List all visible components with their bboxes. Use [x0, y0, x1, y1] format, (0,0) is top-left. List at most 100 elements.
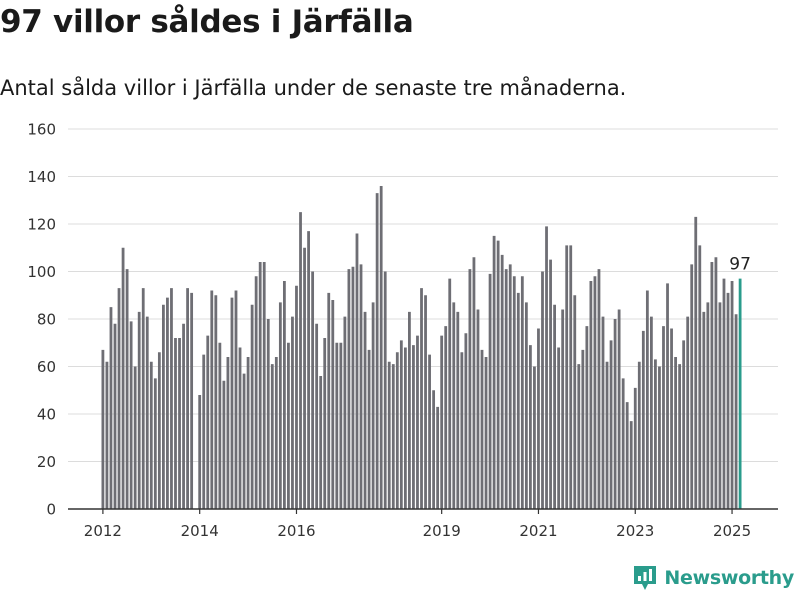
- bar: [524, 302, 528, 509]
- bar: [258, 262, 262, 509]
- bar: [694, 216, 698, 510]
- bar: [206, 335, 210, 510]
- bar: [355, 233, 359, 509]
- bar: [399, 340, 403, 510]
- highlight-bar: [738, 278, 742, 509]
- bar: [541, 271, 544, 509]
- bar: [101, 349, 105, 510]
- bar: [658, 366, 661, 509]
- bar: [270, 364, 274, 510]
- bar: [287, 342, 290, 509]
- bar: [444, 326, 448, 510]
- bar: [605, 361, 609, 509]
- bar: [492, 235, 496, 510]
- bar: [157, 352, 161, 509]
- bar: [311, 271, 315, 509]
- bar: [529, 345, 532, 510]
- bar: [109, 307, 113, 510]
- bar: [545, 226, 548, 510]
- bar: [278, 302, 282, 509]
- labels: 0 20 40 60 80 100 120 140 160 2012 2014 2016 2019 202…: [27, 121, 751, 541]
- bar: [166, 297, 169, 510]
- bar: [678, 364, 682, 510]
- bar: [537, 328, 540, 509]
- bar: [573, 295, 577, 509]
- y-tick-label: 160: [27, 121, 56, 139]
- bar: [553, 304, 556, 509]
- x-tick-label: 2025: [713, 522, 751, 540]
- brand-name: Newsworthy: [664, 567, 794, 589]
- bar: [170, 288, 173, 509]
- bar: [391, 364, 395, 510]
- bar: [601, 316, 605, 510]
- bar: [141, 288, 145, 509]
- axes: [68, 508, 778, 514]
- bar: [246, 357, 250, 509]
- bar: [359, 264, 363, 509]
- bar: [375, 193, 379, 510]
- bar: [282, 281, 286, 509]
- y-tick-label: 120: [27, 216, 56, 234]
- bar: [343, 316, 347, 510]
- bar: [440, 335, 444, 510]
- bar: [371, 302, 375, 509]
- bar: [468, 269, 472, 510]
- bar: [125, 269, 129, 510]
- bar: [149, 361, 153, 509]
- bar: [472, 257, 476, 509]
- bar-chart: 0 20 40 60 80 100 120 140 160 2012 2014 2016 2019 202…: [27, 121, 778, 541]
- bar: [226, 357, 230, 509]
- bar: [641, 330, 645, 510]
- bar: [670, 328, 673, 509]
- bar: [299, 212, 302, 510]
- bar: [105, 361, 109, 509]
- bar: [230, 297, 234, 510]
- bar: [254, 276, 258, 509]
- bar: [734, 314, 738, 509]
- x-tick-label: 2012: [84, 522, 122, 540]
- bar: [307, 231, 310, 510]
- bar: [383, 271, 387, 509]
- bar: [496, 240, 500, 510]
- bar: [403, 347, 407, 509]
- bar: [238, 347, 242, 509]
- bar: [408, 311, 411, 509]
- bar: [617, 309, 621, 509]
- y-tick-label: 60: [37, 358, 56, 376]
- bar: [549, 259, 552, 510]
- bar: [565, 245, 569, 510]
- bar: [718, 302, 722, 509]
- x-tick-label: 2014: [181, 522, 219, 540]
- bar: [500, 254, 504, 509]
- bar: [291, 316, 294, 510]
- bar: [690, 264, 694, 509]
- bar: [137, 311, 141, 509]
- bar: [351, 266, 355, 509]
- bar: [315, 323, 319, 509]
- bar: [504, 269, 508, 510]
- bar: [379, 186, 383, 509]
- bar: [460, 352, 464, 509]
- bar: [129, 321, 133, 510]
- bars: [101, 186, 742, 510]
- y-tick-label: 0: [46, 501, 56, 519]
- bar: [674, 357, 677, 509]
- bar: [387, 361, 391, 509]
- bar: [629, 421, 633, 510]
- bar: [464, 333, 468, 509]
- x-tick-label: 2021: [519, 522, 557, 540]
- bar: [250, 304, 254, 509]
- bar: [214, 295, 218, 509]
- bar: [339, 342, 343, 509]
- bar: [726, 292, 730, 510]
- bar: [654, 359, 657, 510]
- bar: [662, 326, 665, 510]
- bar: [561, 309, 565, 509]
- bar: [484, 357, 488, 509]
- bar: [222, 380, 226, 509]
- bar: [412, 345, 415, 510]
- bar: [266, 319, 270, 509]
- bar: [420, 288, 423, 509]
- bar: [666, 283, 669, 510]
- bar: [533, 366, 536, 509]
